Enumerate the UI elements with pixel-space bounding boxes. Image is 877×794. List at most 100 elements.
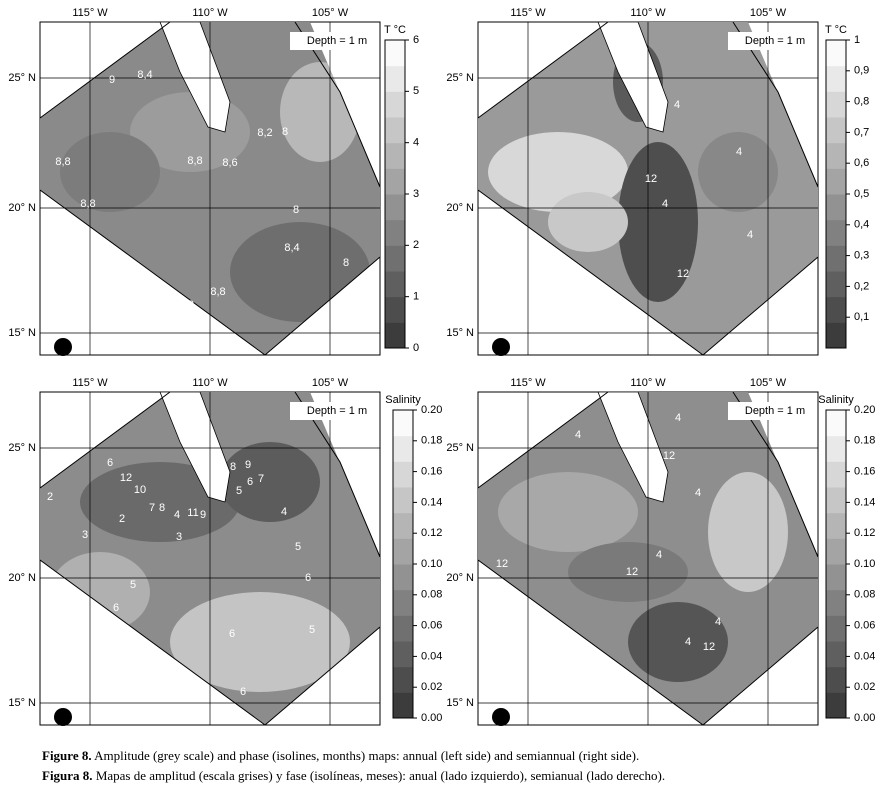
isoline-label: 6 bbox=[107, 457, 113, 469]
colorbar-step bbox=[826, 589, 846, 616]
isoline-label: 8 bbox=[293, 204, 299, 216]
isoline-label: 12 bbox=[703, 641, 715, 653]
colorbar-step bbox=[826, 666, 846, 693]
region-edge bbox=[39, 21, 171, 119]
isoline-label: 8,8 bbox=[80, 198, 95, 210]
colorbar-tick-label: 0.08 bbox=[854, 589, 875, 601]
colorbar-title: Salinity bbox=[385, 394, 421, 406]
colorbar-step bbox=[393, 615, 413, 642]
colorbar-step bbox=[393, 461, 413, 488]
colorbar-tick-label: 0,3 bbox=[854, 250, 869, 262]
colorbar-step bbox=[826, 410, 846, 437]
isoline-label: 4 bbox=[674, 99, 680, 111]
colorbar-step bbox=[826, 641, 846, 668]
colorbar-tick-label: 0,4 bbox=[854, 219, 869, 231]
isoline-label: 8 bbox=[230, 461, 236, 473]
isoline-label: 8,2 bbox=[257, 127, 272, 139]
colorbar-step bbox=[393, 589, 413, 616]
shade bbox=[568, 542, 688, 602]
isoline-label: 8 bbox=[159, 502, 165, 514]
panel-letter: c bbox=[60, 711, 66, 723]
colorbar-step bbox=[826, 538, 846, 565]
colorbar-tick-label: 0,2 bbox=[854, 280, 869, 292]
shade bbox=[618, 142, 698, 302]
isoline-label: 4 bbox=[174, 509, 180, 521]
colorbar-step bbox=[826, 142, 846, 169]
isoline-label: 8,6 bbox=[222, 157, 237, 169]
colorbar-step bbox=[826, 461, 846, 488]
colorbar-tick-label: 0,1 bbox=[854, 311, 869, 323]
colorbar-step bbox=[385, 296, 405, 323]
caption-es: Figura 8. Mapas de amplitud (escala gris… bbox=[42, 768, 665, 783]
colorbar-tick-label: 0.00 bbox=[421, 712, 442, 724]
colorbar-step bbox=[826, 296, 846, 323]
colorbar-step bbox=[385, 245, 405, 272]
isoline-label: 2 bbox=[119, 513, 125, 525]
colorbar-step bbox=[826, 40, 846, 67]
shade bbox=[498, 472, 638, 552]
colorbar-step bbox=[826, 65, 846, 92]
shade bbox=[628, 602, 728, 682]
isoline-label: 4 bbox=[695, 487, 701, 499]
colorbar-tick-label: 0 bbox=[413, 342, 419, 354]
colorbar-step bbox=[826, 435, 846, 462]
colorbar-tick-label: 0,9 bbox=[854, 65, 869, 77]
lon-label: 115° W bbox=[72, 377, 108, 389]
isoline-label: 4 bbox=[675, 412, 681, 424]
isoline-label: 4 bbox=[747, 229, 753, 241]
lon-label: 105° W bbox=[750, 377, 787, 389]
lat-label: 25° N bbox=[446, 72, 474, 84]
depth-box bbox=[728, 32, 814, 50]
isoline-label: 9 bbox=[233, 339, 239, 351]
lat-label: 15° N bbox=[8, 327, 36, 339]
isoline-label: 4 bbox=[636, 413, 642, 425]
panel-badge bbox=[492, 338, 510, 356]
colorbar-step bbox=[385, 194, 405, 221]
lon-label: 105° W bbox=[312, 7, 349, 19]
panel-badge bbox=[54, 708, 72, 726]
isoline-label: 12 bbox=[663, 450, 675, 462]
isoline-label: 8 bbox=[282, 126, 288, 138]
lat-label: 15° N bbox=[446, 327, 474, 339]
depth-label: Depth = 1 m bbox=[745, 405, 805, 417]
isoline-label: 7 bbox=[258, 473, 264, 485]
colorbar-step bbox=[385, 117, 405, 144]
colorbar-tick-label: 0.00 bbox=[854, 712, 875, 724]
peninsula bbox=[597, 21, 669, 133]
colorbar-step bbox=[826, 322, 846, 349]
isoline-label: 8 bbox=[343, 257, 349, 269]
colorbar-step bbox=[385, 142, 405, 169]
colorbar-step bbox=[385, 65, 405, 92]
colorbar-tick-label: 0,5 bbox=[854, 188, 869, 200]
colorbar-tick-label: 0,8 bbox=[854, 96, 869, 108]
colorbar-step bbox=[826, 615, 846, 642]
lon-label: 110° W bbox=[192, 7, 228, 19]
peninsula bbox=[159, 21, 231, 133]
lat-label: 15° N bbox=[8, 697, 36, 709]
colorbar-tick-label: 0.06 bbox=[421, 620, 442, 632]
colorbar-tick-label: 0.16 bbox=[854, 466, 875, 478]
colorbar-tick-label: 0.10 bbox=[854, 558, 875, 570]
colorbar-tick-label: 6 bbox=[413, 34, 419, 46]
isoline-label: 4 bbox=[634, 56, 640, 68]
isoline-label: 12 bbox=[677, 268, 689, 280]
depth-label: Depth = 1 m bbox=[307, 405, 367, 417]
isoline-label: 9 bbox=[188, 299, 194, 311]
region-edge bbox=[39, 559, 381, 726]
colorbar-tick-label: 0.18 bbox=[421, 435, 442, 447]
colorbar-tick-label: 0.20 bbox=[854, 404, 875, 416]
isoline-label: 4 bbox=[662, 198, 668, 210]
map-panel: 115° W 110° W 105° W 25° N 20° N 15° N Depth =… bbox=[446, 7, 819, 356]
lat-label: 20° N bbox=[446, 202, 474, 214]
isoline-label: 4 bbox=[736, 146, 742, 158]
lat-label: 25° N bbox=[8, 442, 36, 454]
region-edge bbox=[39, 391, 171, 489]
depth-box bbox=[728, 402, 814, 420]
isoline-label: 5 bbox=[130, 579, 136, 591]
shade bbox=[220, 442, 320, 522]
isoline-label: 11 bbox=[187, 507, 198, 519]
isoline-label: 8,8 bbox=[55, 156, 70, 168]
lat-label: 15° N bbox=[446, 697, 474, 709]
colorbar-step bbox=[393, 410, 413, 437]
